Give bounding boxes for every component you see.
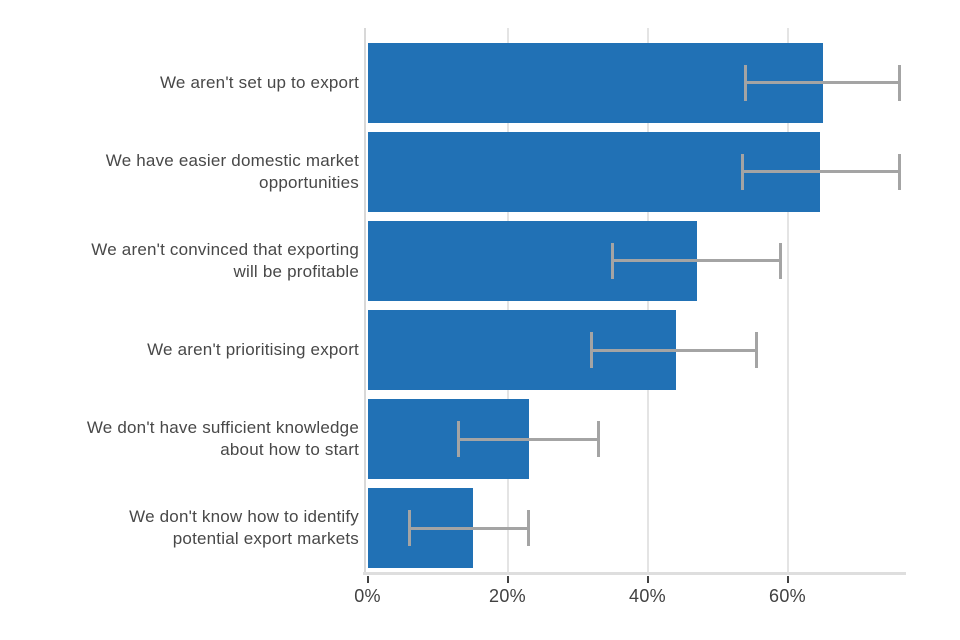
error-bar-line-1 (742, 170, 900, 174)
error-bar-cap-high-3 (754, 332, 758, 368)
error-bar-cap-low-3 (590, 332, 593, 368)
category-label-4: We don't have sufficient knowledge about… (86, 418, 359, 460)
x-tick-0% (366, 576, 369, 583)
error-bar-cap-high-2 (779, 242, 782, 279)
category-label-0: We aren't set up to export (159, 72, 359, 92)
error-bar-cap-low-2 (611, 242, 614, 279)
gridline-60% (786, 28, 789, 574)
category-label-3: We aren't prioritising export (147, 340, 359, 359)
error-bar-cap-low-5 (408, 510, 411, 547)
x-tick-label-20%: 20% (489, 586, 526, 606)
x-tick-label-40%: 40% (629, 586, 666, 606)
error-bar-line-0 (745, 81, 900, 85)
error-bar-line-3 (591, 348, 756, 352)
error-bar-cap-low-4 (457, 421, 460, 458)
error-bar-cap-high-5 (527, 510, 530, 547)
x-tick-label-60%: 60% (769, 586, 806, 606)
category-label-2: We aren't convinced that exporting will … (91, 239, 359, 281)
error-bar-line-5 (409, 526, 529, 530)
x-tick-40% (646, 576, 649, 583)
error-bar-cap-high-4 (597, 421, 600, 458)
error-bar-cap-high-1 (898, 153, 901, 190)
x-tick-60% (786, 576, 789, 583)
category-label-1: We have easier domestic market opportuni… (105, 150, 359, 192)
error-bar-line-4 (458, 437, 599, 441)
x-tick-20% (506, 576, 509, 583)
gridline-20% (506, 28, 509, 574)
error-bar-cap-low-0 (744, 64, 747, 101)
error-bar-cap-high-0 (898, 64, 901, 101)
x-tick-label-0%: 0% (354, 586, 381, 606)
category-label-5: We don't know how to identify potential … (129, 507, 359, 549)
x-axis-line (363, 572, 906, 575)
gridline-40% (646, 28, 649, 574)
error-bar-line-2 (612, 259, 781, 263)
y-axis-spine (364, 28, 366, 574)
error-bar-cap-low-1 (740, 153, 744, 190)
